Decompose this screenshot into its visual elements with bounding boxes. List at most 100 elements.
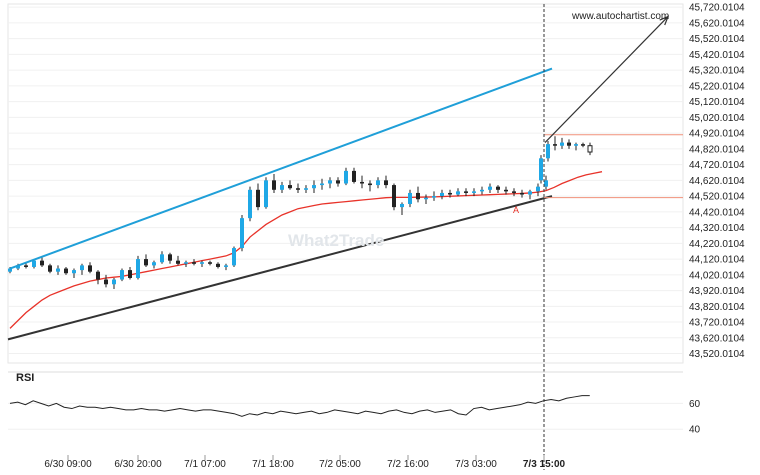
candle-body: [528, 191, 532, 195]
chart-grid: [7, 3, 684, 364]
candle-body: [120, 270, 124, 280]
candle-body: [272, 180, 276, 190]
candle-body: [392, 185, 396, 208]
price-tick-label: 43,720.0104: [689, 318, 745, 329]
price-tick-label: 44,220.0104: [689, 239, 745, 250]
candle-body: [232, 248, 236, 266]
candle-body: [144, 259, 148, 266]
price-tick-label: 45,420.0104: [689, 50, 745, 61]
price-tick-label: 45,720.0104: [689, 3, 745, 14]
candle-body: [384, 180, 388, 186]
candle-body: [288, 185, 292, 189]
forecast-arrow: [544, 16, 669, 143]
price-tick-label: 44,120.0104: [689, 255, 745, 266]
candle-body: [40, 260, 44, 266]
candle-body: [152, 262, 156, 266]
time-tick-label: 7/1 07:00: [184, 459, 226, 470]
price-tick-label: 43,620.0104: [689, 333, 745, 344]
price-tick-label: 44,420.0104: [689, 207, 745, 218]
candle-body: [112, 279, 116, 285]
price-tick-label: 44,320.0104: [689, 223, 745, 234]
candle-body: [360, 181, 364, 184]
candle-body: [168, 254, 172, 261]
candle-body: [416, 192, 420, 200]
candle-body: [512, 191, 516, 193]
rsi-tick-label: 40: [689, 425, 701, 436]
price-tick-label: 45,620.0104: [689, 18, 745, 29]
candle-body: [160, 254, 164, 263]
time-tick-label: 7/2 16:00: [387, 459, 429, 470]
price-tick-label: 43,520.0104: [689, 349, 745, 360]
candle-body: [448, 192, 452, 195]
rsi-panel: 60 40: [8, 371, 701, 436]
candle-body: [296, 188, 300, 190]
price-tick-label: 43,920.0104: [689, 286, 745, 297]
candle-body: [587, 145, 593, 153]
candle-body: [8, 268, 12, 272]
time-tick-label: 6/30 20:00: [114, 459, 162, 470]
candle-body: [56, 268, 60, 272]
price-tick-label: 45,220.0104: [689, 81, 745, 92]
moving-average-path: [9, 171, 603, 329]
price-tick-label: 44,620.0104: [689, 176, 745, 187]
candle-body: [240, 218, 244, 249]
candle-body: [539, 158, 543, 181]
candle-body: [376, 180, 380, 186]
candle-body: [574, 144, 578, 146]
rsi-line: [9, 395, 590, 417]
resistance-line: [9, 67, 553, 270]
candle-body: [336, 180, 340, 184]
price-tick-label: 45,520.0104: [689, 34, 745, 45]
candle-body: [16, 265, 20, 269]
plot-border: [7, 3, 684, 364]
candle-body: [216, 263, 220, 267]
candle-body: [80, 265, 84, 271]
candle-body: [368, 183, 372, 186]
forecast-arrow-head: [659, 15, 670, 26]
price-tick-label: 44,520.0104: [689, 192, 745, 203]
chart-pattern: A: [7, 4, 683, 470]
candle-body: [72, 270, 76, 274]
candle-body: [32, 260, 36, 267]
what2trade-logo: What2Trade: [288, 231, 384, 250]
candle-body: [553, 144, 557, 146]
autochartist-watermark: www.autochartist.com: [571, 11, 669, 22]
candle-body: [456, 191, 460, 195]
support-line: [7, 195, 553, 341]
candle-body: [546, 144, 550, 159]
price-tick-label: 44,720.0104: [689, 160, 745, 171]
time-tick-label: 7/2 05:00: [319, 459, 361, 470]
candle-body: [480, 189, 484, 192]
breakout-point-label: A: [513, 205, 519, 215]
candle-body: [408, 192, 412, 204]
candle-body: [544, 180, 548, 187]
candle-body: [328, 180, 332, 184]
price-tick-label: 44,820.0104: [689, 144, 745, 155]
candle-body: [432, 196, 436, 198]
candle-body: [200, 262, 204, 264]
candle-body: [64, 268, 68, 274]
candle-body: [320, 183, 324, 186]
price-tick-label: 45,120.0104: [689, 97, 745, 108]
candle-body: [567, 142, 571, 146]
price-tick-label: 43,820.0104: [689, 302, 745, 313]
candlestick-series: [8, 136, 593, 289]
moving-average-line: [9, 171, 603, 329]
candle-body: [520, 192, 524, 195]
time-axis: 6/30 09:00 6/30 20:00 7/1 07:00 7/1 18:00 7/…: [44, 455, 566, 470]
candle-body: [136, 259, 140, 278]
candle-body: [536, 186, 540, 192]
candle-body: [208, 262, 212, 264]
candle-body: [400, 203, 404, 208]
candle-body: [424, 197, 428, 200]
candle-body: [176, 260, 180, 264]
candle-body: [560, 142, 564, 146]
candle-body: [352, 170, 356, 182]
candle-body: [104, 279, 108, 285]
rsi-tick-label: 60: [689, 399, 701, 410]
candle-body: [256, 189, 260, 208]
candle-body: [264, 180, 268, 208]
time-tick-label: 7/3 15:00: [523, 459, 566, 470]
price-tick-label: 45,320.0104: [689, 66, 745, 77]
